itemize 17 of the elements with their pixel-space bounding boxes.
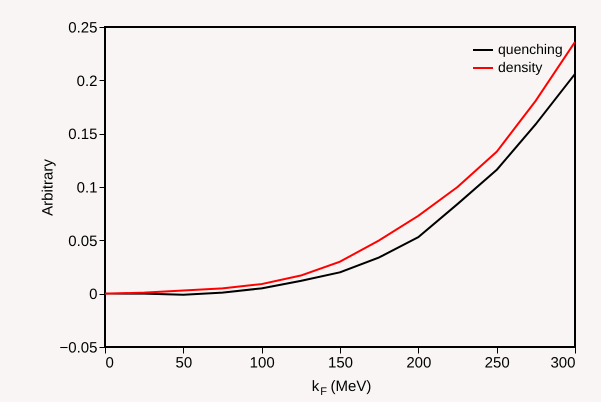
x-tick-label: 300 [550, 354, 576, 372]
y-tick-label: −0.05 [60, 340, 98, 356]
x-tick-label: 100 [250, 354, 275, 372]
y-tick-label: 0.25 [68, 20, 98, 36]
y-tick-label: 0.15 [68, 126, 98, 144]
legend-label: density [498, 59, 542, 75]
legend-label: quenching [498, 41, 563, 57]
y-tick-label: 0.1 [76, 180, 98, 196]
y-tick-label: 0.05 [68, 232, 98, 250]
x-tick-label: 200 [406, 354, 432, 372]
x-tick-label: 50 [175, 354, 192, 372]
x-tick-label: 150 [328, 354, 354, 372]
x-tick-label: 250 [484, 354, 510, 372]
y-tick-label: 0 [89, 286, 98, 304]
x-tick-label: 0 [106, 354, 114, 372]
y-axis-title: Arbitrary [40, 158, 57, 216]
y-tick-label: 0.2 [76, 72, 98, 90]
